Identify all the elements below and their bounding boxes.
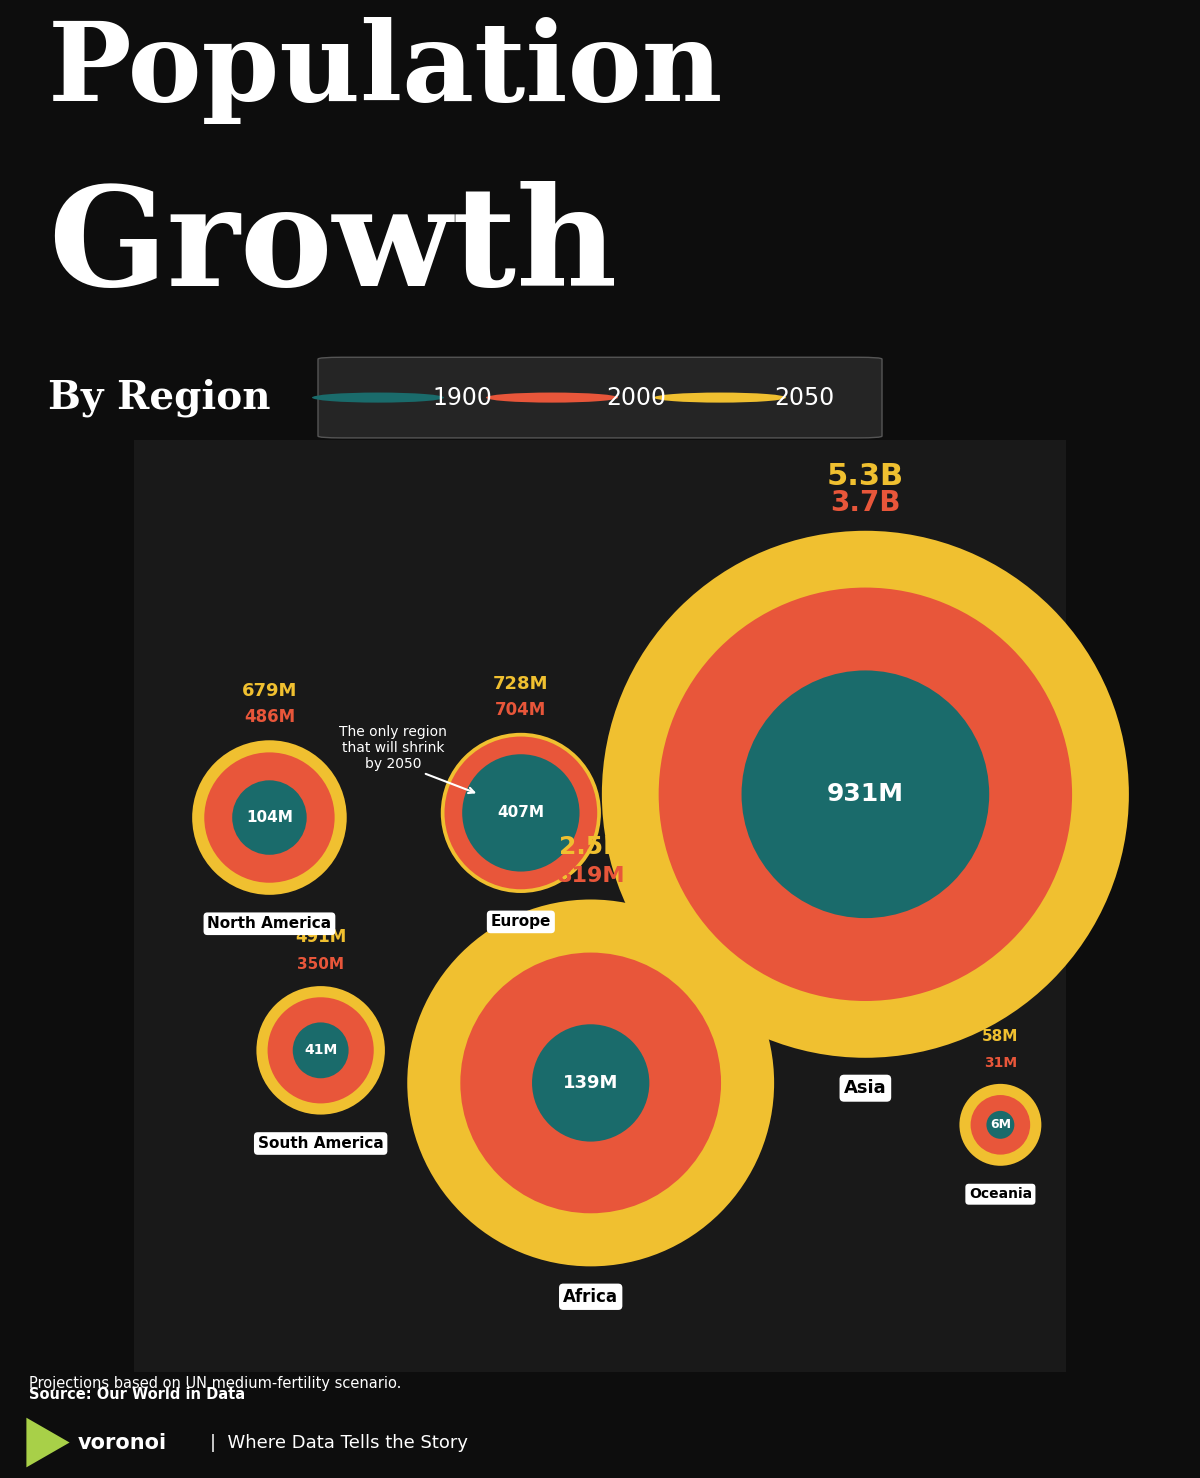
Text: 728M: 728M (493, 675, 548, 693)
Circle shape (462, 754, 580, 872)
Text: Population: Population (48, 18, 724, 124)
Text: Projections based on UN medium-fertility scenario.: Projections based on UN medium-fertility… (29, 1376, 401, 1391)
Text: Growth: Growth (48, 182, 617, 315)
Circle shape (192, 740, 347, 894)
Text: 5.3B: 5.3B (827, 461, 904, 491)
Circle shape (971, 1095, 1030, 1154)
Circle shape (268, 998, 373, 1104)
Circle shape (654, 393, 786, 402)
Text: 2050: 2050 (774, 386, 834, 409)
Text: North America: North America (208, 916, 331, 931)
Circle shape (532, 1024, 649, 1141)
FancyBboxPatch shape (134, 440, 1066, 1372)
Text: 2.5B: 2.5B (559, 835, 623, 859)
Text: By Region: By Region (48, 378, 270, 417)
Text: 139M: 139M (563, 1075, 618, 1092)
Circle shape (986, 1111, 1014, 1138)
Text: 704M: 704M (496, 701, 546, 718)
Text: 1900: 1900 (432, 386, 492, 409)
Text: South America: South America (258, 1137, 384, 1151)
Text: 350M: 350M (298, 958, 344, 973)
Circle shape (486, 393, 618, 402)
Text: 31M: 31M (984, 1055, 1016, 1070)
Text: 41M: 41M (304, 1043, 337, 1057)
Text: 2000: 2000 (606, 386, 666, 409)
Text: 58M: 58M (983, 1029, 1019, 1043)
Circle shape (742, 671, 989, 918)
Text: 819M: 819M (557, 866, 625, 885)
Text: 931M: 931M (827, 782, 904, 807)
Text: 104M: 104M (246, 810, 293, 825)
Text: Source: Our World in Data: Source: Our World in Data (29, 1386, 245, 1401)
Polygon shape (26, 1417, 70, 1468)
Text: 407M: 407M (497, 806, 545, 820)
Circle shape (204, 752, 335, 882)
Circle shape (602, 531, 1129, 1058)
Text: 679M: 679M (241, 683, 298, 701)
Circle shape (960, 1083, 1042, 1166)
Circle shape (312, 393, 444, 402)
Text: 3.7B: 3.7B (830, 489, 901, 517)
Text: 491M: 491M (295, 928, 347, 946)
Text: voronoi: voronoi (78, 1432, 167, 1453)
Text: Europe: Europe (491, 915, 551, 930)
FancyBboxPatch shape (318, 358, 882, 437)
Circle shape (461, 952, 721, 1213)
Circle shape (659, 588, 1072, 1001)
Circle shape (293, 1023, 348, 1079)
Circle shape (440, 733, 601, 893)
Circle shape (407, 900, 774, 1267)
Circle shape (444, 736, 598, 890)
Text: Africa: Africa (563, 1287, 618, 1305)
Text: 486M: 486M (244, 708, 295, 726)
Text: Oceania: Oceania (968, 1187, 1032, 1202)
Text: Asia: Asia (844, 1079, 887, 1097)
Text: 6M: 6M (990, 1119, 1010, 1131)
Circle shape (257, 986, 385, 1114)
Text: |  Where Data Tells the Story: | Where Data Tells the Story (210, 1434, 468, 1451)
Text: The only region
that will shrink
by 2050: The only region that will shrink by 2050 (340, 724, 448, 772)
Circle shape (232, 780, 307, 854)
